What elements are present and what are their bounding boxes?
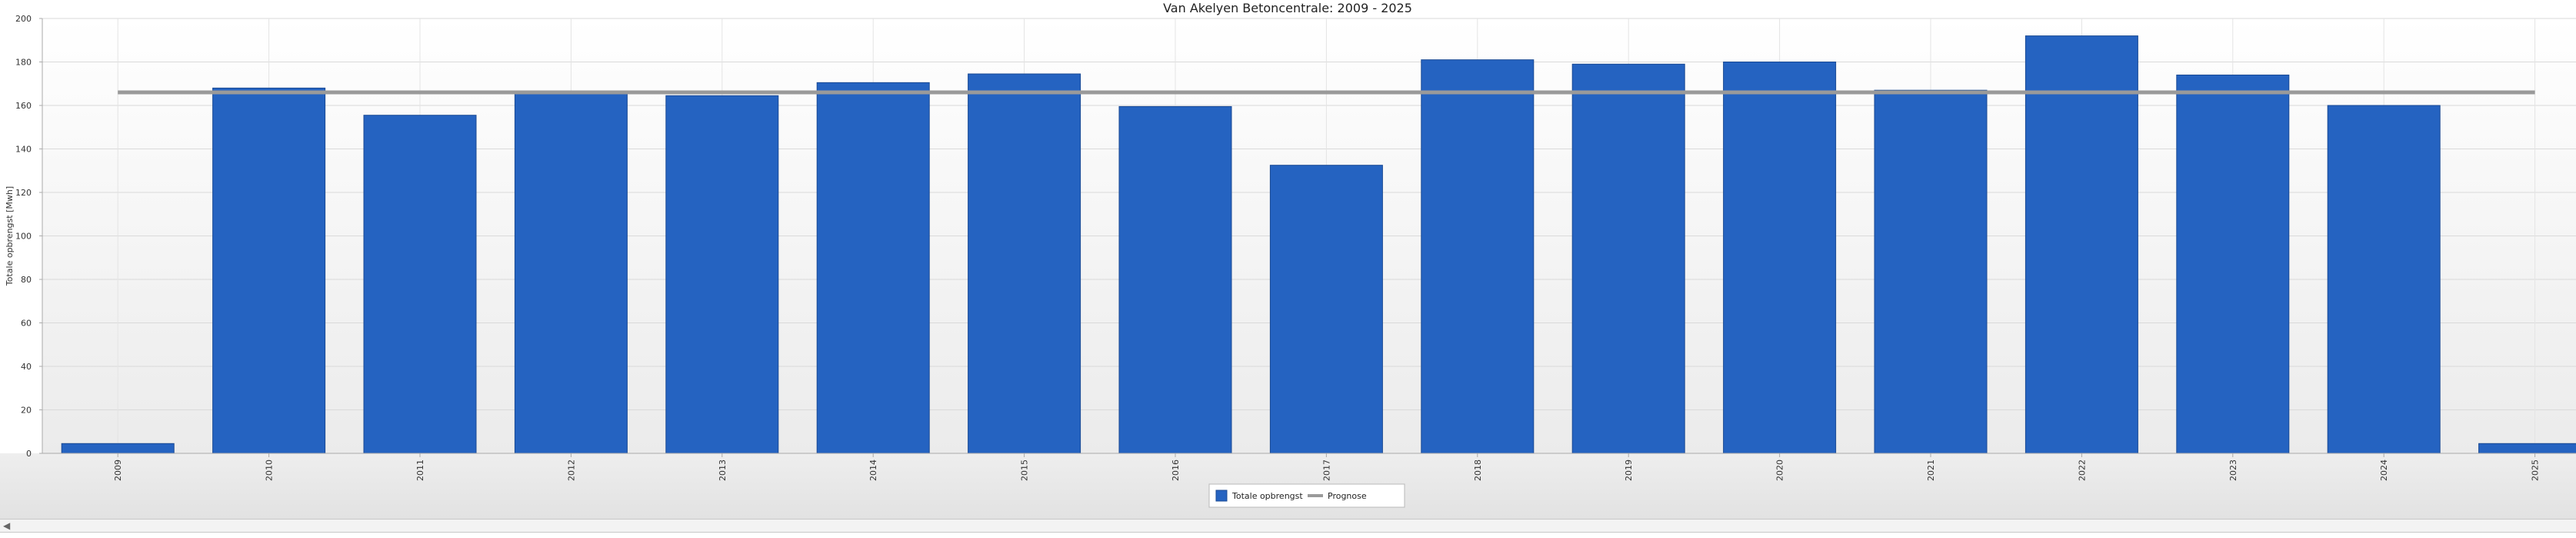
bar-2009 <box>61 443 175 454</box>
x-tick-label: 2022 <box>2077 459 2087 481</box>
legend-box <box>1208 483 1405 508</box>
bar-2011 <box>363 115 477 454</box>
bar-2014 <box>816 82 930 454</box>
y-tick-label: 40 <box>21 362 32 372</box>
bar-2025 <box>2478 443 2576 454</box>
bar-2018 <box>1421 59 1535 454</box>
y-tick-label: 200 <box>15 14 32 24</box>
x-tick-label: 2017 <box>1321 459 1331 481</box>
bar-2024 <box>2327 105 2441 454</box>
axes: 0 20 40 60 80 100 120 140 160 180 200 2009 2010 2011 2… <box>15 14 2576 481</box>
bar-2023 <box>2176 74 2290 454</box>
x-tick-label: 2025 <box>2531 459 2541 481</box>
y-axis-label: Totale opbrengst [Mwh] <box>5 186 15 286</box>
bar-2021 <box>1874 89 1988 454</box>
x-tick-label: 2020 <box>1775 459 1785 481</box>
x-tick-label: 2021 <box>1926 459 1936 481</box>
bar-series <box>61 35 2576 454</box>
x-tick-label: 2012 <box>566 459 576 481</box>
y-tick-label: 100 <box>15 232 32 242</box>
y-tick-label: 160 <box>15 101 32 111</box>
bar-2020 <box>1723 62 1837 454</box>
bar-2013 <box>665 95 779 454</box>
x-tick-label: 2010 <box>265 459 275 481</box>
x-tick-label: 2019 <box>1624 459 1634 481</box>
chart-title: Van Akelyen Betoncentrale: 2009 - 2025 <box>1163 1 1412 15</box>
legend-swatch-bar <box>1215 490 1228 502</box>
legend-label-line: Prognose <box>1328 491 1367 501</box>
scroll-left-icon[interactable]: ◀ <box>3 520 11 531</box>
bar-2015 <box>968 73 1081 454</box>
x-tick-label: 2013 <box>718 459 728 481</box>
x-tick-label: 2023 <box>2228 459 2238 481</box>
x-tick-label: 2016 <box>1171 459 1181 481</box>
legend: Totale opbrengst Prognose <box>1208 483 1405 508</box>
horizontal-scrollbar[interactable]: ◀ <box>0 519 2576 533</box>
x-tick-label: 2009 <box>113 459 123 481</box>
x-tick-label: 2014 <box>868 459 878 481</box>
y-tick-label: 80 <box>21 275 32 285</box>
x-tick-label: 2024 <box>2379 459 2389 481</box>
y-tick-label: 20 <box>21 406 32 416</box>
x-tick-label: 2015 <box>1020 459 1030 481</box>
bar-2022 <box>2024 35 2138 454</box>
bar-2019 <box>1571 63 1685 454</box>
legend-label-bar: Totale opbrengst <box>1231 491 1303 501</box>
bar-2010 <box>212 87 326 454</box>
bar-2012 <box>514 92 628 454</box>
bar-2017 <box>1269 165 1383 454</box>
x-tick-label: 2011 <box>415 459 425 481</box>
y-tick-label: 0 <box>26 449 32 459</box>
y-tick-label: 140 <box>15 145 32 155</box>
y-tick-label: 60 <box>21 319 32 329</box>
y-tick-label: 180 <box>15 58 32 68</box>
bar-2016 <box>1118 105 1232 454</box>
y-tick-label: 120 <box>15 188 32 198</box>
x-tick-label: 2018 <box>1473 459 1483 481</box>
